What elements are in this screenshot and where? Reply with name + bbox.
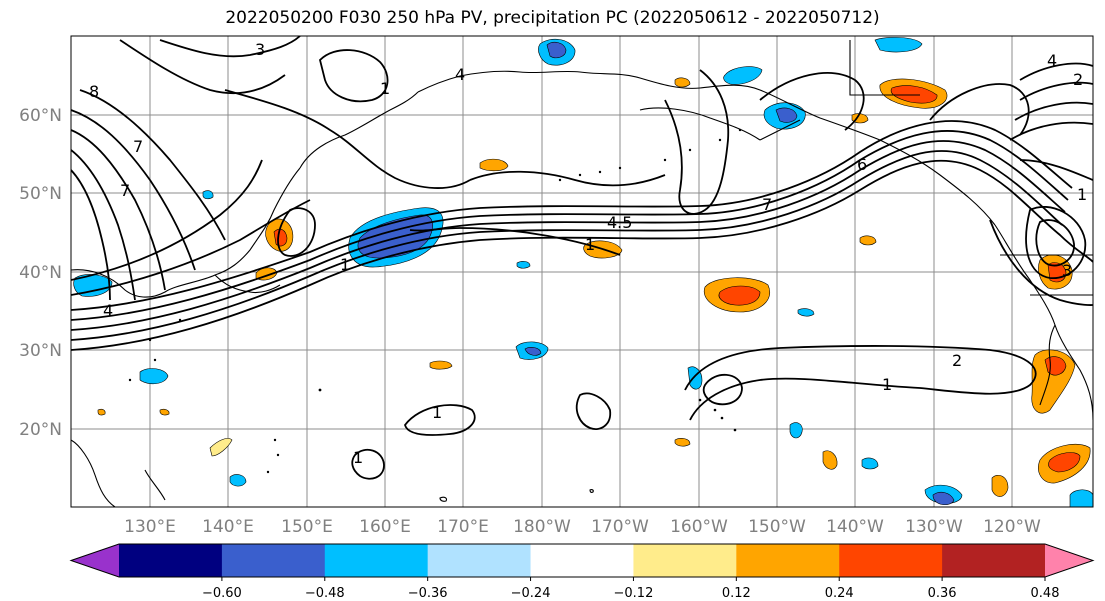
colorbar-tick-label: −0.12 <box>614 586 654 601</box>
lon-label: 160°W <box>670 517 728 537</box>
contour-label: 1 <box>432 403 442 422</box>
contour-label: 3 <box>1062 261 1072 280</box>
lon-label: 160°E <box>359 517 411 537</box>
precip-positive-region <box>479 158 509 172</box>
contour-label: 2 <box>952 351 962 370</box>
contour-label: 2 <box>1073 70 1083 89</box>
colorbar-swatch <box>221 544 326 577</box>
contour-labels: 8 7 7 4 3 1 1 4.5 1 7 6 4 2 1 1 1 2 3 1 … <box>89 40 1087 467</box>
lat-label: 50°N <box>19 184 62 204</box>
contour-label: 3 <box>255 40 265 59</box>
precip-positive-region <box>859 235 877 246</box>
precip-positive-region <box>209 438 233 457</box>
pv-contours <box>71 36 1093 480</box>
precip-positive-region <box>718 285 761 306</box>
colorbar-tick-label: 0.24 <box>825 586 854 601</box>
colorbar-tick-label: 0.12 <box>722 586 751 601</box>
colorbar-extension-high <box>1045 544 1093 577</box>
contour-label: 1 <box>1077 185 1087 204</box>
colorbar-swatch <box>736 544 840 577</box>
colorbar-swatch <box>839 544 943 577</box>
contour-label: 4 <box>1047 51 1057 70</box>
colorbar-swatch <box>324 544 429 577</box>
precip-negative-region <box>932 491 955 505</box>
contour-label: 1 <box>380 79 390 98</box>
lon-label: 180°W <box>513 517 571 537</box>
precip-positive-region <box>674 77 691 88</box>
gridlines <box>71 36 1093 507</box>
colorbar-outline <box>69 543 1095 578</box>
colorbar-extension-low <box>71 544 119 577</box>
lat-label: 20°N <box>19 420 62 440</box>
colorbar-swatch <box>119 544 223 577</box>
lat-label: 60°N <box>19 106 62 126</box>
precip-negative-region <box>516 261 531 269</box>
precip-negative-region <box>524 347 542 356</box>
lat-label: 30°N <box>19 341 62 361</box>
contour-label: 8 <box>89 82 99 101</box>
precip-negative-region <box>139 368 169 385</box>
colorbar: −0.60 −0.48 −0.36 −0.24 −0.12 0.12 0.24 0.36 0.4… <box>69 543 1095 601</box>
colorbar-tick-label: −0.60 <box>202 586 242 601</box>
lat-label: 40°N <box>19 263 62 283</box>
contour-label: 7 <box>133 137 143 156</box>
precip-negative-region <box>789 422 803 439</box>
precip-positive-region <box>991 475 1009 497</box>
lon-label: 140°W <box>826 517 884 537</box>
map-title: 2022050200 F030 250 hPa PV, precipitatio… <box>225 8 880 28</box>
precip-positive-region <box>159 408 170 416</box>
precip-negative-region <box>1069 489 1093 507</box>
lon-label: 170°W <box>591 517 649 537</box>
lon-label: 150°E <box>281 517 333 537</box>
lon-label: 170°E <box>437 517 489 537</box>
coastlines <box>71 40 1093 507</box>
precip-positive-region <box>674 438 691 447</box>
lon-label: 150°W <box>748 517 806 537</box>
colorbar-swatch <box>530 544 634 577</box>
precip-negative-region <box>775 107 798 123</box>
contour-label: 7 <box>762 195 772 214</box>
longitude-labels: 130°E 140°E 150°E 160°E 170°E 180°W 170°… <box>124 517 1041 537</box>
contour-label: 4 <box>455 65 465 84</box>
precip-negative-region <box>546 41 567 59</box>
colorbar-tick-label: 0.36 <box>928 586 957 601</box>
precip-negative-region <box>797 308 815 317</box>
contour-label: 1 <box>353 448 363 467</box>
precip-positive-region <box>429 360 453 370</box>
precip-negative-region <box>874 37 923 53</box>
colorbar-tick-label: 0.48 <box>1031 586 1060 601</box>
colorbar-tick-label: −0.48 <box>305 586 345 601</box>
lon-label: 130°E <box>124 517 176 537</box>
contour-label: 1 <box>882 375 892 394</box>
lon-label: 140°E <box>202 517 254 537</box>
precip-negative-region <box>723 66 763 85</box>
precip-positive-region <box>822 450 838 470</box>
precip-negative-region <box>202 190 214 200</box>
colorbar-tick-label: −0.36 <box>408 586 448 601</box>
contour-label: 6 <box>857 155 867 174</box>
map-border <box>70 35 1094 508</box>
contour-label: 4 <box>103 301 113 320</box>
precip-positive-region <box>1048 452 1081 473</box>
colorbar-tick-label: −0.24 <box>511 586 551 601</box>
precip-negative-region <box>229 474 247 487</box>
lon-label: 130°W <box>905 517 963 537</box>
latitude-labels: 60°N 50°N 40°N 30°N 20°N <box>19 106 62 440</box>
contour-label: 1 <box>585 235 595 254</box>
colorbar-swatch <box>633 544 737 577</box>
precip-positive-region <box>97 408 106 416</box>
contour-label: 1 <box>340 255 350 274</box>
contour-label: 7 <box>120 181 130 200</box>
colorbar-swatch <box>942 544 1046 577</box>
precip-negative-region <box>861 457 879 470</box>
lon-label: 120°W <box>983 517 1041 537</box>
contour-label: 4.5 <box>607 213 632 232</box>
colorbar-swatch <box>427 544 532 577</box>
precip-positive-region <box>890 85 938 104</box>
